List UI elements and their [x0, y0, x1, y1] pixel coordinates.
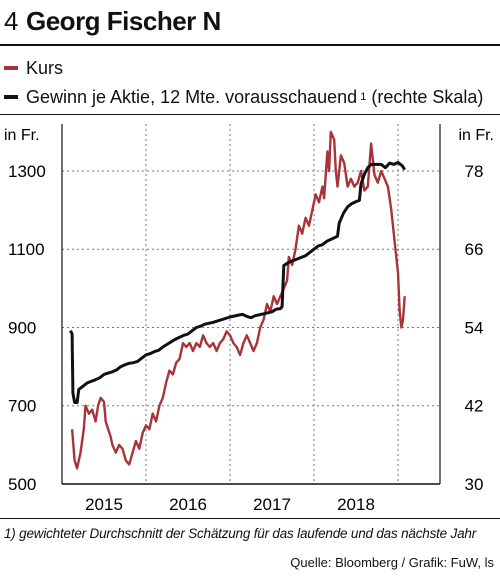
series-line-gewinn	[69, 161, 406, 404]
left-tick-label: 1300	[8, 162, 46, 181]
chart-title: Georg Fischer N	[26, 6, 221, 36]
left-tick-label: 700	[8, 397, 36, 416]
left-tick-label: 1100	[8, 240, 45, 259]
legend-suffix-gewinn: (rechte Skala)	[371, 86, 484, 107]
left-tick-label: 500	[8, 475, 36, 494]
title-rule	[0, 44, 500, 46]
right-tick-label: 54	[465, 318, 484, 337]
series-line-kurs	[70, 130, 406, 470]
legend-footnote-marker: 1	[360, 91, 367, 103]
right-axis-unit: in Fr.	[458, 127, 494, 144]
footnote: 1) gewichteter Durchschnitt der Schätzun…	[4, 526, 476, 541]
x-tick-label: 2016	[169, 495, 207, 514]
x-tick-label: 2017	[253, 495, 291, 514]
source-credit: Quelle: Bloomberg / Grafik: FuW, ls	[290, 555, 494, 570]
left-axis-unit: in Fr.	[4, 127, 40, 144]
left-tick-label: 900	[8, 318, 36, 337]
legend-label-kurs: Kurs	[26, 57, 64, 78]
chart-header: 4 Georg Fischer N	[0, 0, 500, 48]
x-tick-label: 2015	[85, 495, 123, 514]
legend-item-gewinn: Gewinn je Aktie, 12 Mte. vorausschauend …	[4, 86, 483, 108]
right-tick-label: 30	[465, 475, 484, 494]
right-tick-label: 78	[465, 162, 484, 181]
legend-rule	[0, 114, 500, 115]
footnote-rule	[0, 518, 500, 519]
right-tick-label: 66	[465, 240, 484, 259]
right-tick-label: 42	[465, 397, 484, 416]
chart-area: in Fr. in Fr. 500 30 700 42 900 54 1100 66 1300 7…	[4, 124, 494, 514]
legend-swatch-kurs	[4, 66, 18, 70]
x-tick-label: 2018	[337, 495, 375, 514]
legend-item-kurs: Kurs	[4, 57, 63, 79]
legend-label-gewinn: Gewinn je Aktie, 12 Mte. vorausschauend	[26, 86, 358, 107]
legend-swatch-gewinn	[4, 95, 18, 99]
chart-number: 4	[4, 6, 19, 36]
